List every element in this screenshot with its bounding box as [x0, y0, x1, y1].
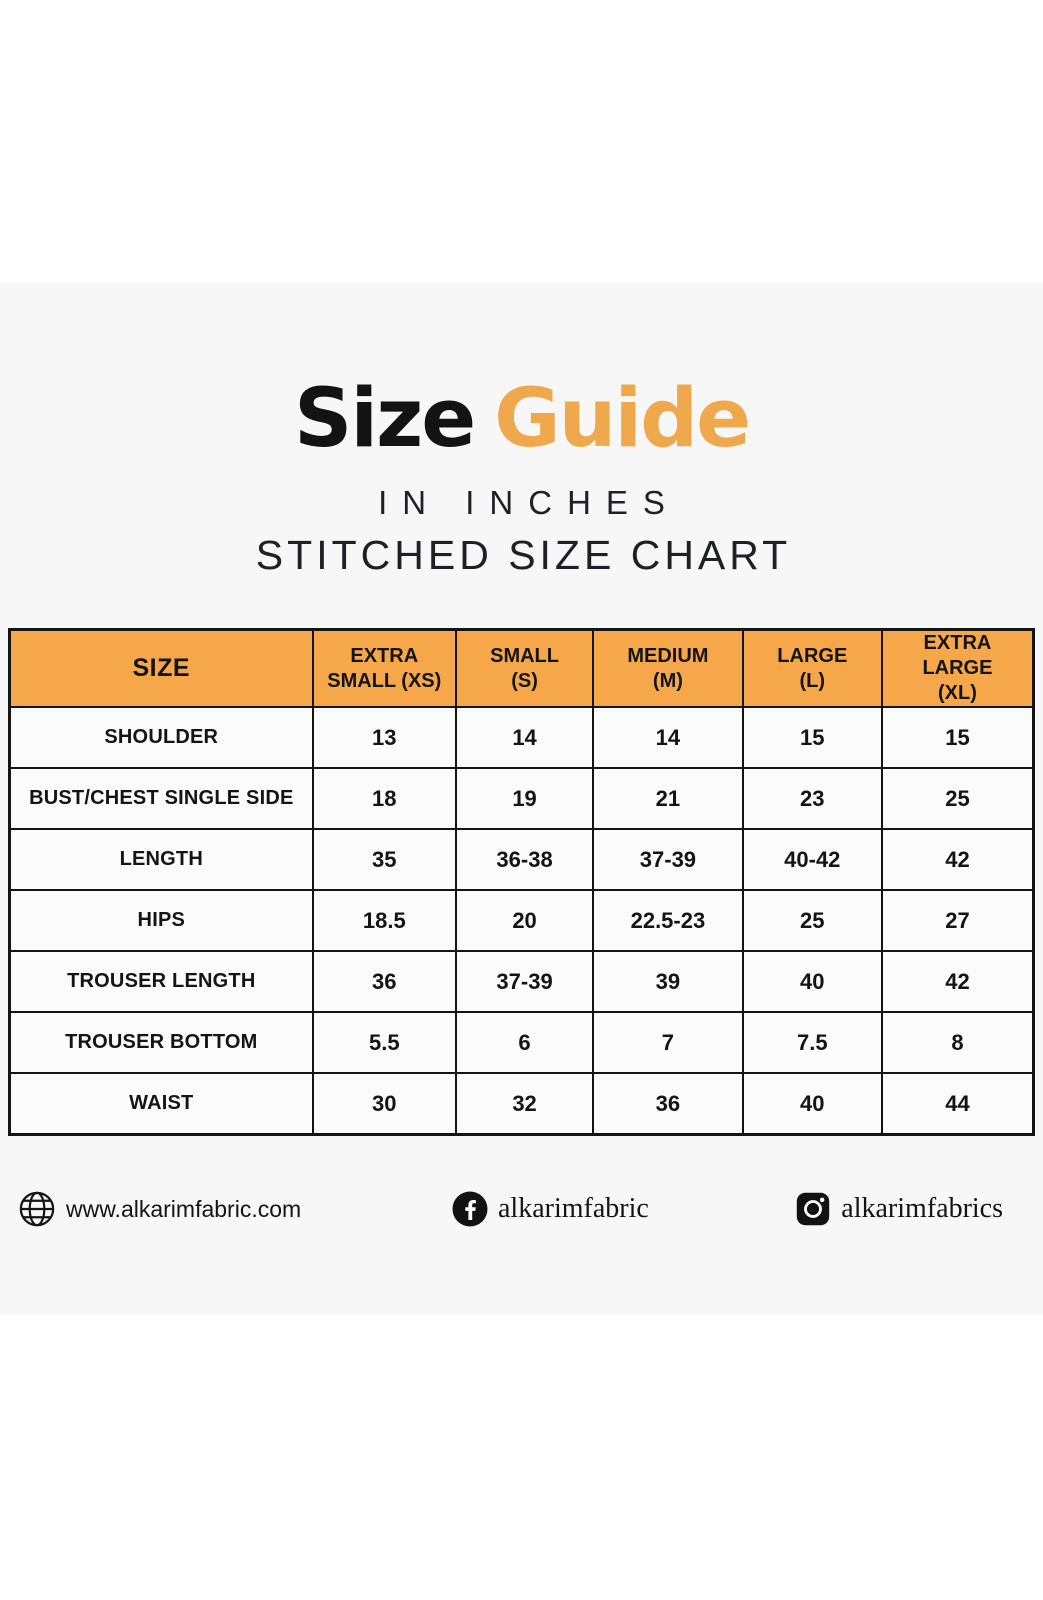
table-row-shoulder: SHOULDER 13 14 14 15 15: [8, 706, 1035, 769]
table-cell: 39: [592, 950, 744, 1013]
table-cell: 42: [880, 828, 1035, 891]
table-cell: 44: [880, 1072, 1035, 1136]
table-cell: 23: [741, 767, 883, 830]
row-label: SHOULDER: [8, 706, 314, 769]
table-cell: 7: [592, 1011, 744, 1074]
header-cell-size: SIZE: [8, 628, 314, 708]
row-label: LENGTH: [8, 828, 314, 891]
table-cell: 36: [311, 950, 457, 1013]
table-cell: 22.5-23: [592, 889, 744, 952]
subtitle-stitched-size-chart: STITCHED SIZE CHART: [255, 532, 792, 578]
table-cell: 20: [454, 889, 595, 952]
table-cell: 25: [741, 889, 883, 952]
table-row-trouser-bottom: TROUSER BOTTOM 5.5 6 7 7.5 8: [8, 1011, 1035, 1074]
table-cell: 40-42: [741, 828, 883, 891]
title-word-size: Size: [293, 372, 476, 466]
website-url: www.alkarimfabric.com: [66, 1195, 302, 1222]
globe-icon: [18, 1190, 56, 1228]
table-cell: 40: [741, 1072, 883, 1136]
facebook-icon: [452, 1191, 488, 1227]
header-row: SIZE EXTRA SMALL (XS) SMALL (S) MEDIUM (…: [8, 628, 1035, 708]
table-cell: 40: [741, 950, 883, 1013]
footer-instagram: alkarimfabrics: [795, 1181, 1003, 1237]
title-block: Size Guide IN INCHES STITCHED SIZE CHART: [0, 283, 1043, 579]
table-cell: 14: [592, 706, 744, 769]
table-row-length: LENGTH 35 36-38 37-39 40-42 42: [8, 828, 1035, 891]
table-row-waist: WAIST 30 32 36 40 44: [8, 1072, 1035, 1136]
size-chart-table: SIZE EXTRA SMALL (XS) SMALL (S) MEDIUM (…: [8, 628, 1035, 1136]
row-label: HIPS: [8, 889, 314, 952]
table-cell: 18.5: [311, 889, 457, 952]
instagram-handle: alkarimfabrics: [841, 1193, 1003, 1224]
header-cell-large: LARGE (L): [741, 628, 883, 708]
footer: www.alkarimfabric.com alkarimfabric alka…: [0, 1181, 1043, 1241]
content-band: Size Guide IN INCHES STITCHED SIZE CHART …: [0, 283, 1043, 1315]
table-row-hips: HIPS 18.5 20 22.5-23 25 27: [8, 889, 1035, 952]
row-label: BUST/CHEST SINGLE SIDE: [8, 767, 314, 830]
table-cell: 14: [454, 706, 595, 769]
facebook-handle: alkarimfabric: [498, 1193, 649, 1224]
table-cell: 7.5: [741, 1011, 883, 1074]
table-cell: 19: [454, 767, 595, 830]
table-cell: 25: [880, 767, 1035, 830]
header-cell-medium: MEDIUM (M): [592, 628, 744, 708]
table-cell: 36: [592, 1072, 744, 1136]
table-cell: 32: [454, 1072, 595, 1136]
table-cell: 35: [311, 828, 457, 891]
table-cell: 42: [880, 950, 1035, 1013]
table-cell: 15: [880, 706, 1035, 769]
table-cell: 36-38: [454, 828, 595, 891]
table-cell: 15: [741, 706, 883, 769]
table-row-trouser-length: TROUSER LENGTH 36 37-39 39 40 42: [8, 950, 1035, 1013]
row-label: WAIST: [8, 1072, 314, 1136]
table-body: SHOULDER 13 14 14 15 15 BUST/CHEST SINGL…: [8, 706, 1035, 1136]
header-cell-small: SMALL (S): [454, 628, 595, 708]
table-cell: 37-39: [454, 950, 595, 1013]
header-cell-extra-small: EXTRA SMALL (XS): [311, 628, 457, 708]
table-cell: 18: [311, 767, 457, 830]
table-row-bust-chest: BUST/CHEST SINGLE SIDE 18 19 21 23 25: [8, 767, 1035, 830]
table-cell: 30: [311, 1072, 457, 1136]
table-cell: 37-39: [592, 828, 744, 891]
table-cell: 21: [592, 767, 744, 830]
header-cell-extra-large: EXTRA LARGE (XL): [880, 628, 1035, 708]
footer-website: www.alkarimfabric.com: [18, 1181, 301, 1237]
table-cell: 6: [454, 1011, 595, 1074]
row-label: TROUSER LENGTH: [8, 950, 314, 1013]
page-title: Size Guide: [0, 379, 1043, 460]
table-cell: 27: [880, 889, 1035, 952]
row-label: TROUSER BOTTOM: [8, 1011, 314, 1074]
table-cell: 8: [880, 1011, 1035, 1074]
instagram-icon: [795, 1191, 831, 1227]
table-cell: 13: [311, 706, 457, 769]
table-cell: 5.5: [311, 1011, 457, 1074]
title-word-guide: Guide: [494, 372, 751, 466]
table-header: SIZE EXTRA SMALL (XS) SMALL (S) MEDIUM (…: [8, 628, 1035, 708]
footer-facebook: alkarimfabric: [452, 1181, 649, 1237]
subtitle-in-inches: IN INCHES: [378, 484, 680, 521]
